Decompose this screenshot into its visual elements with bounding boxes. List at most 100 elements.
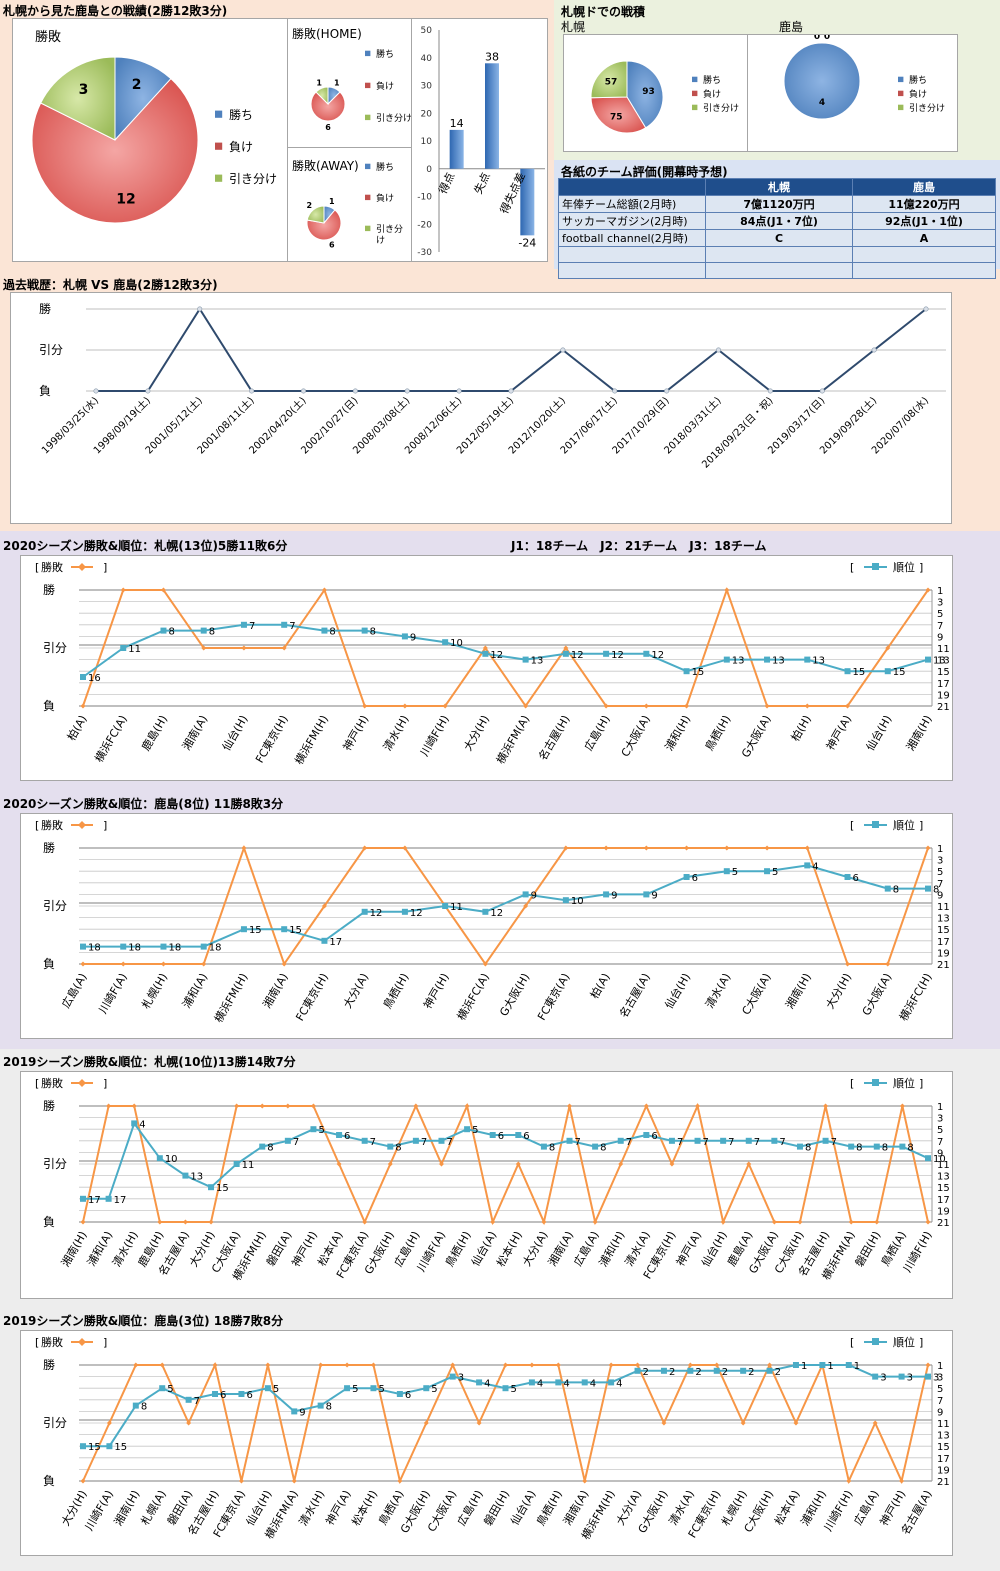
rank-point [540,1143,547,1150]
result-point [541,1219,547,1225]
legend-label: 引き分け [376,113,411,124]
rank-point [80,1443,86,1450]
legend-label: 負け [229,140,253,154]
rank-point [660,1367,667,1374]
rank-point [745,1137,752,1144]
rank-tick-label: 21 [937,1477,950,1488]
eval-cell [558,246,706,263]
match-label: 湘南(H) [903,713,935,754]
pie-title: 勝敗(AWAY) [292,158,359,173]
rank-data-label: 13 [933,656,946,667]
result-point [771,1219,777,1225]
legend-swatch [365,194,371,201]
rank-data-label: 9 [651,890,657,901]
rank-point [361,908,368,915]
rank-point [764,868,771,875]
rank-tick-label: 19 [937,1206,950,1217]
rank-point [925,885,931,892]
rank-data-label: 13 [772,656,785,667]
rank-data-label: 6 [523,1131,529,1142]
rank-point [634,1367,641,1374]
legend-label: 引き分け [703,103,739,114]
rank-data-label: 4 [537,1378,543,1389]
legend-bracket: [ [850,1336,854,1349]
result-point [635,1362,641,1368]
legend-swatch [365,82,371,89]
result-point [767,1362,773,1368]
rank-data-label: 8 [370,627,376,638]
rank-data-label: 12 [410,908,423,919]
match-label: FC東京(H) [292,971,331,1024]
rank-tick-label: 3 [937,1114,943,1125]
eval-row: football channel(2月時) C A [558,229,996,247]
rank-tick-label: 3 [937,598,943,609]
rank-data-label: 10 [450,638,463,649]
eval-cell: C [705,229,853,247]
result-point [695,1103,701,1109]
result-point [848,1219,854,1225]
pie-data-label: 75 [610,113,623,123]
rank-data-label: 9 [611,890,617,901]
y-tick-label: -30 [417,248,432,258]
eval-cell [705,262,853,279]
rank-point [482,908,489,915]
rank-point [336,1132,343,1138]
rank-point [120,645,127,651]
result-point [159,1362,165,1368]
result-point [529,1362,535,1368]
history-point [819,388,825,394]
pie-data-label: 12 [116,192,135,208]
eval-h2: 鹿島 [852,178,996,196]
rank-data-label: 7 [831,1137,837,1148]
legend-swatch [692,104,698,111]
pie-title: 勝敗(HOME) [292,26,362,41]
dome-left-box: 93 75 57 勝ち 負け 引き分け [563,34,748,152]
legend-result-marker [78,1079,86,1087]
match-label: 浦和(A) [180,971,210,1011]
y-label: 負 [39,384,51,398]
rank-data-label: 15 [249,925,262,936]
rank-data-label: 13 [190,1172,203,1183]
rank-point [80,674,86,680]
rank-tick-label: 21 [937,1218,950,1229]
match-label: 清水(H) [297,1488,328,1528]
eval-title: 各紙のチーム評価(開幕時予想) [561,165,728,179]
y-label: 負 [43,1215,55,1229]
history-point [560,347,566,353]
result-point [925,1219,931,1225]
legend-result-marker [78,1338,86,1346]
rank-data-label: 10 [571,896,584,907]
pie-data-label: 2 [306,201,312,210]
rank-line [83,864,928,948]
rank-data-label: 7 [370,1137,376,1148]
legend-bracket: [ [850,819,854,832]
history-box: 勝引分負 1998/03/25(水) 1998/09/19(土) 2001/05/12… [10,292,952,524]
legend-result-marker [78,821,86,829]
rank-data-label: 18 [209,943,222,954]
rank-data-label: 5 [167,1384,173,1395]
rank-data-label: 6 [853,873,859,884]
result-point [925,1362,931,1368]
rank-data-label: 8 [805,1143,811,1154]
result-point [714,1362,720,1368]
rank-point [804,862,811,869]
bar-data-label: 38 [485,50,499,63]
eval-row [558,246,996,263]
eval-cell [705,246,853,263]
legend-bracket: [ [35,1336,39,1349]
result-point [131,1103,137,1109]
rank-data-label: 7 [421,1137,427,1148]
result-point [362,703,368,709]
rank-data-label: 15 [216,1183,229,1194]
result-point [874,1219,880,1225]
pie-data-label: 93 [642,87,655,97]
result-point [476,1420,482,1426]
rank-data-label: 13 [531,656,544,667]
eval-table: 札幌 鹿島 年俸チーム総額(2月時) 7億1120万円 11億220万円 サッカ… [558,178,996,279]
result-point [370,1362,376,1368]
result-point [186,1420,192,1426]
rank-point [592,1143,599,1150]
result-point [925,587,931,593]
